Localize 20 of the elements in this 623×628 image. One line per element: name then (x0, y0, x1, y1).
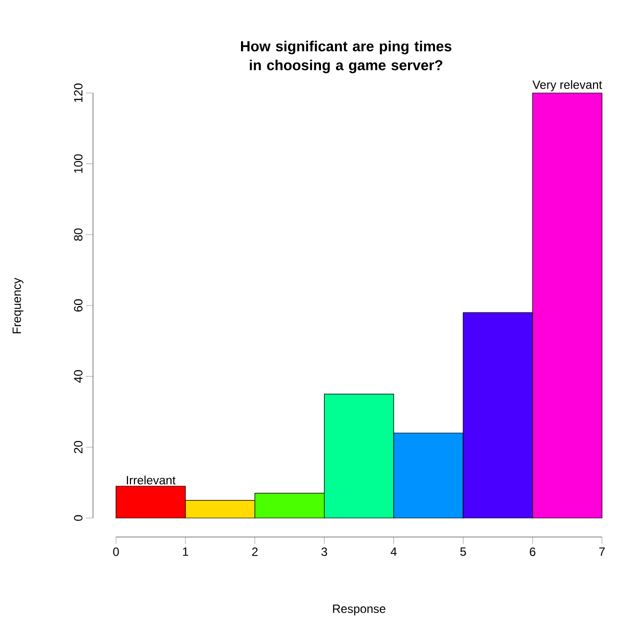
x-tick-label: 0 (113, 548, 119, 556)
x-tick-label: 4 (390, 548, 397, 556)
y-tick-label: 0 (74, 515, 82, 521)
y-tick-label: 60 (74, 299, 82, 312)
y-tick-label: 40 (74, 370, 82, 383)
x-tick-label: 1 (183, 548, 188, 556)
y-axis-title: Frequency (12, 278, 24, 334)
x-tick-label: 5 (460, 548, 466, 556)
y-tick-label: 80 (74, 228, 82, 241)
x-tick-label: 2 (252, 548, 258, 556)
y-tick-label: 20 (74, 440, 82, 454)
chart-title: How significant are ping times in choosing a game server? (241, 40, 452, 74)
y-tick-label: 120 (74, 83, 82, 102)
x-tick-label: 6 (530, 548, 536, 556)
x-tick-label: 3 (321, 548, 328, 556)
x-tick-label: 7 (599, 548, 605, 556)
x-axis-title: Response (333, 604, 386, 616)
y-tick-label: 100 (74, 154, 82, 173)
annotation: Irrelevant (126, 476, 176, 484)
annotation: Very relevant (532, 80, 602, 92)
